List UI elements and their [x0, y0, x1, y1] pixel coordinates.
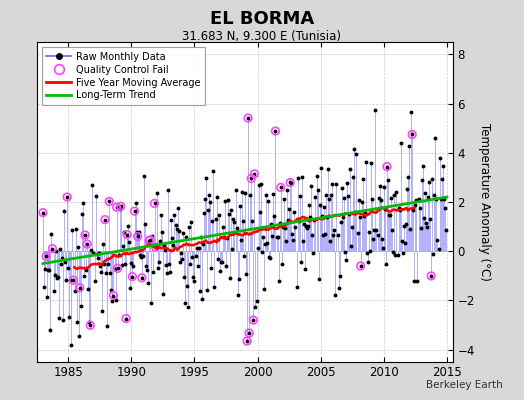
Point	[75, 284, 84, 291]
Point	[146, 236, 155, 243]
Point	[277, 184, 285, 191]
Point	[113, 204, 121, 210]
Point	[243, 338, 252, 344]
Point	[128, 273, 137, 280]
Point	[42, 253, 50, 260]
Point	[271, 128, 280, 134]
Point	[122, 315, 130, 322]
Point	[286, 179, 294, 186]
Point	[427, 273, 435, 279]
Point	[63, 194, 71, 200]
Point	[383, 163, 391, 170]
Point	[114, 265, 122, 272]
Point	[151, 244, 160, 250]
Point	[250, 170, 259, 177]
Point	[249, 317, 258, 323]
Point	[86, 322, 94, 328]
Point	[81, 232, 89, 238]
Point	[101, 216, 109, 223]
Point	[247, 175, 256, 182]
Point	[356, 263, 365, 269]
Point	[245, 330, 254, 336]
Point	[69, 277, 78, 284]
Point	[105, 198, 114, 205]
Text: 31.683 N, 9.300 E (Tunisia): 31.683 N, 9.300 E (Tunisia)	[182, 30, 342, 43]
Y-axis label: Temperature Anomaly (°C): Temperature Anomaly (°C)	[478, 123, 492, 281]
Point	[138, 275, 146, 281]
Point	[123, 231, 132, 238]
Point	[48, 246, 57, 252]
Point	[83, 241, 91, 247]
Legend: Raw Monthly Data, Quality Control Fail, Five Year Moving Average, Long-Term Tren: Raw Monthly Data, Quality Control Fail, …	[41, 47, 205, 105]
Point	[244, 115, 253, 121]
Point	[408, 131, 417, 138]
Text: Berkeley Earth: Berkeley Earth	[427, 380, 503, 390]
Point	[145, 237, 154, 244]
Point	[150, 200, 159, 207]
Text: EL BORMA: EL BORMA	[210, 10, 314, 28]
Point	[39, 210, 47, 216]
Point	[117, 203, 125, 210]
Point	[110, 292, 118, 299]
Point	[134, 233, 142, 240]
Point	[130, 208, 139, 214]
